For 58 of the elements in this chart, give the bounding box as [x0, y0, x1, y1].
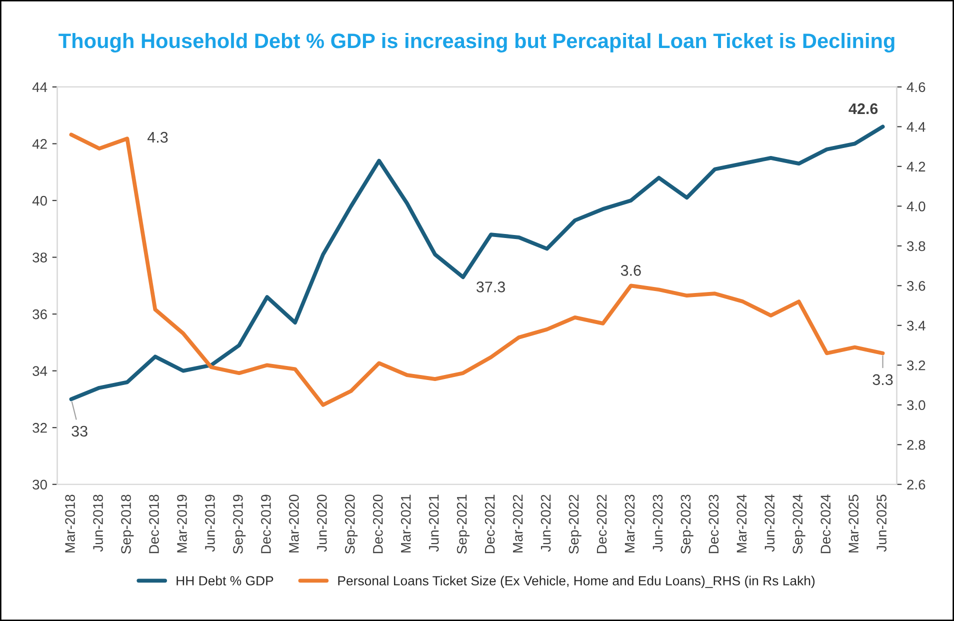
x-tick-label: Jun-2022	[540, 494, 551, 552]
data-label: 42.6	[848, 103, 878, 114]
x-tick-label: Jun-2018	[93, 494, 103, 552]
y2-tick-label: 3.8	[907, 241, 926, 252]
y2-tick-label: 4.6	[906, 82, 926, 92]
y-tick-label: 40	[32, 196, 47, 206]
y2-tick-label: 3.4	[907, 320, 926, 331]
x-tick-label: Dec-2019	[261, 494, 271, 554]
y2-tick-label: 4.4	[906, 122, 926, 132]
y-tick-label: 34	[32, 366, 48, 376]
data-label: 37.3	[476, 282, 505, 292]
x-tick-label: Mar-2024	[736, 494, 747, 552]
data-label: 3.6	[620, 265, 641, 276]
chart-title: Though Household Debt % GDP is increasing but Percapital Loan Ticket is Declining	[58, 32, 894, 52]
x-tick-label: Mar-2022	[512, 494, 523, 552]
x-tick-label: Mar-2018	[65, 494, 75, 552]
y2-tick-label: 4.0	[906, 202, 926, 212]
x-tick-label: Mar-2019	[177, 494, 187, 552]
x-tick-label: Sep-2019	[233, 494, 246, 554]
x-tick-label: Dec-2022	[596, 494, 607, 554]
x-tick-label: Sep-2018	[121, 494, 134, 554]
x-tick-label: Dec-2021	[484, 494, 495, 554]
y2-tick-label: 3.6	[907, 280, 926, 291]
x-tick-label: Dec-2020	[372, 494, 383, 554]
x-tick-label: Mar-2025	[848, 494, 859, 552]
x-tick-label: Jun-2019	[205, 494, 215, 552]
x-tick-label: Jun-2021	[428, 494, 439, 552]
y-tick-label: 30	[32, 480, 47, 490]
y2-tick-label: 3.0	[907, 400, 926, 410]
y-tick-label: 38	[32, 252, 47, 262]
y-tick-label: 32	[32, 422, 47, 433]
x-tick-label: Mar-2021	[400, 494, 411, 552]
y2-tick-label: 2.6	[907, 480, 926, 490]
x-tick-label: Jun-2025	[876, 494, 886, 552]
data-label: 4.3	[147, 132, 168, 143]
x-tick-label: Sep-2022	[568, 494, 582, 554]
y-tick-label: 42	[32, 139, 47, 149]
x-tick-label: Jun-2023	[652, 494, 663, 552]
y2-tick-label: 3.2	[907, 360, 926, 370]
x-tick-label: Sep-2023	[680, 494, 694, 554]
y2-tick-label: 2.8	[907, 440, 926, 450]
y2-tick-label: 4.2	[906, 162, 926, 172]
x-tick-label: Dec-2023	[708, 494, 719, 554]
legend-label: Personal Loans Ticket Size (Ex Vehicle, Home and Edu Loans)_RHS (in Rs Lakh)	[338, 576, 815, 588]
x-tick-label: Sep-2021	[456, 494, 470, 554]
data-label: 33	[72, 426, 88, 437]
data-label: 3.3	[872, 374, 893, 386]
x-tick-label: Mar-2020	[288, 494, 299, 552]
x-tick-label: Sep-2020	[344, 494, 358, 554]
x-tick-label: Jun-2020	[316, 494, 327, 552]
x-tick-label: Dec-2024	[820, 494, 831, 554]
y-tick-label: 44	[32, 82, 48, 92]
x-tick-label: Dec-2018	[149, 494, 159, 554]
y-tick-label: 36	[32, 309, 47, 320]
x-tick-label: Mar-2023	[624, 494, 635, 552]
x-tick-label: Sep-2024	[792, 494, 806, 554]
x-tick-label: Jun-2024	[764, 494, 775, 552]
legend-label: HH Debt % GDP	[176, 576, 274, 586]
